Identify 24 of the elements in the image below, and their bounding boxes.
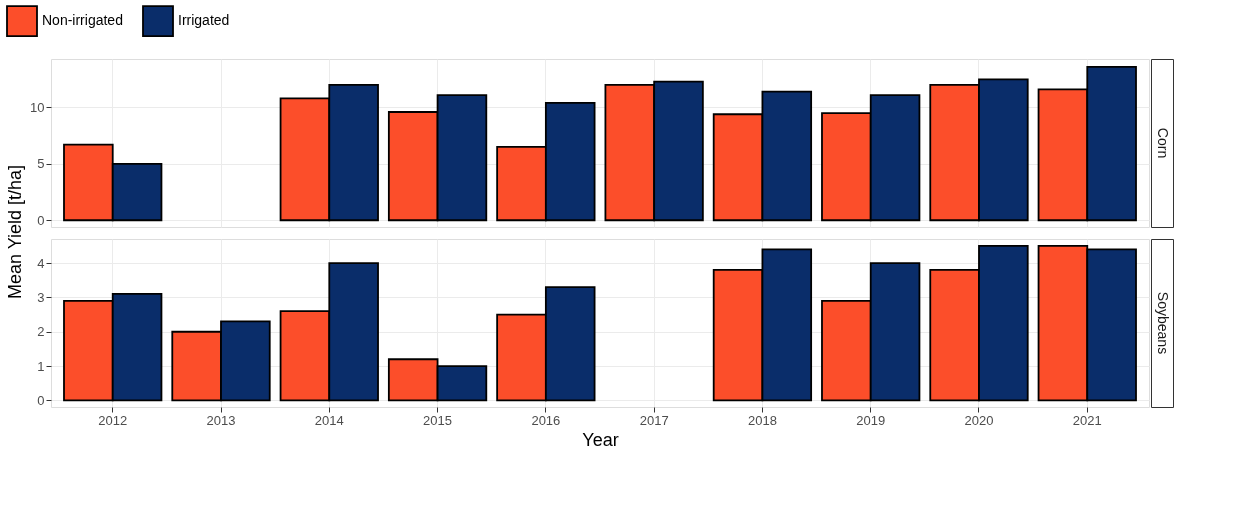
text: Corn: [1155, 127, 1171, 159]
x-axis-title: Year: [582, 429, 619, 450]
x-tick-label: 2019: [856, 412, 886, 428]
y-tick-label: 2: [37, 324, 45, 340]
text: Soybeans: [1155, 291, 1171, 355]
x-tick-label: 2014: [314, 412, 344, 428]
y-tick-label: 3: [37, 289, 45, 305]
y-tick-label: 5: [37, 156, 45, 172]
y-tick-label: 1: [37, 358, 45, 374]
y-tick-label: 4: [37, 255, 45, 271]
x-tick-label: 2013: [206, 412, 236, 428]
x-tick-label: 2021: [1072, 412, 1102, 428]
x-tick-label: 2018: [747, 412, 777, 428]
y-tick-label: 10: [30, 99, 45, 115]
y-tick-label: 0: [37, 212, 45, 228]
y-tick-label: 0: [37, 392, 45, 408]
y-axis-title: Mean Yield [t/ha]: [5, 164, 25, 300]
x-tick-label: 2017: [639, 412, 669, 428]
x-tick-label: 2012: [98, 412, 128, 428]
legend-label: Irrigated: [178, 12, 230, 29]
x-tick-label: 2016: [531, 412, 561, 428]
x-tick-label: 2015: [423, 412, 453, 428]
legend-label: Non-irrigated: [42, 12, 123, 29]
x-tick-label: 2020: [964, 412, 994, 428]
